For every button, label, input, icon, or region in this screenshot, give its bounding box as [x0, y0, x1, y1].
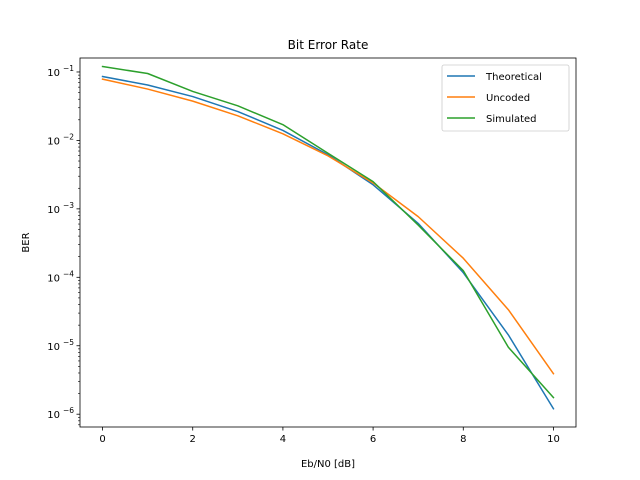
y-tick-exponent: −5 [63, 338, 74, 347]
x-tick-label: 2 [190, 434, 196, 445]
series-line-uncoded [101, 78, 555, 375]
chart-title: Bit Error Rate [288, 38, 369, 52]
y-axis-label: BER [21, 232, 32, 252]
y-tick-label: 10 [47, 273, 60, 284]
y-tick-exponent: −6 [63, 406, 74, 415]
legend-box [441, 64, 570, 132]
series-line-theoretical [101, 75, 555, 410]
series-line-simulated [101, 65, 555, 399]
x-tick-label: 6 [370, 434, 376, 445]
y-tick-label: 10 [47, 342, 60, 353]
legend-label-simulated: Simulated [486, 114, 537, 125]
legend-label-theoretical: Theoretical [485, 72, 542, 83]
x-tick-label: 4 [280, 434, 286, 445]
y-tick-label: 10 [47, 136, 60, 147]
y-tick-label: 10 [47, 205, 60, 216]
x-axis-label: Eb/N0 [dB] [301, 459, 355, 470]
y-tick-label: 10 [47, 68, 60, 79]
y-tick-exponent: −4 [63, 269, 74, 278]
y-tick-label: 10 [47, 410, 60, 421]
x-tick-label: 8 [460, 434, 466, 445]
series-layer [101, 65, 555, 410]
y-tick-exponent: −1 [63, 64, 74, 73]
legend-label-uncoded: Uncoded [486, 93, 530, 104]
axes-frame [79, 57, 577, 428]
x-axis: 0 2 4 6 8 10 [99, 427, 560, 445]
x-tick-label: 10 [547, 434, 560, 445]
y-tick-exponent: −3 [63, 201, 74, 210]
plot-area [79, 57, 577, 428]
legend: Theoretical Uncoded Simulated [441, 64, 570, 132]
y-axis: 10−610−510−410−310−210−1 [47, 64, 80, 426]
y-tick-exponent: −2 [63, 132, 74, 141]
x-tick-label: 0 [99, 434, 105, 445]
